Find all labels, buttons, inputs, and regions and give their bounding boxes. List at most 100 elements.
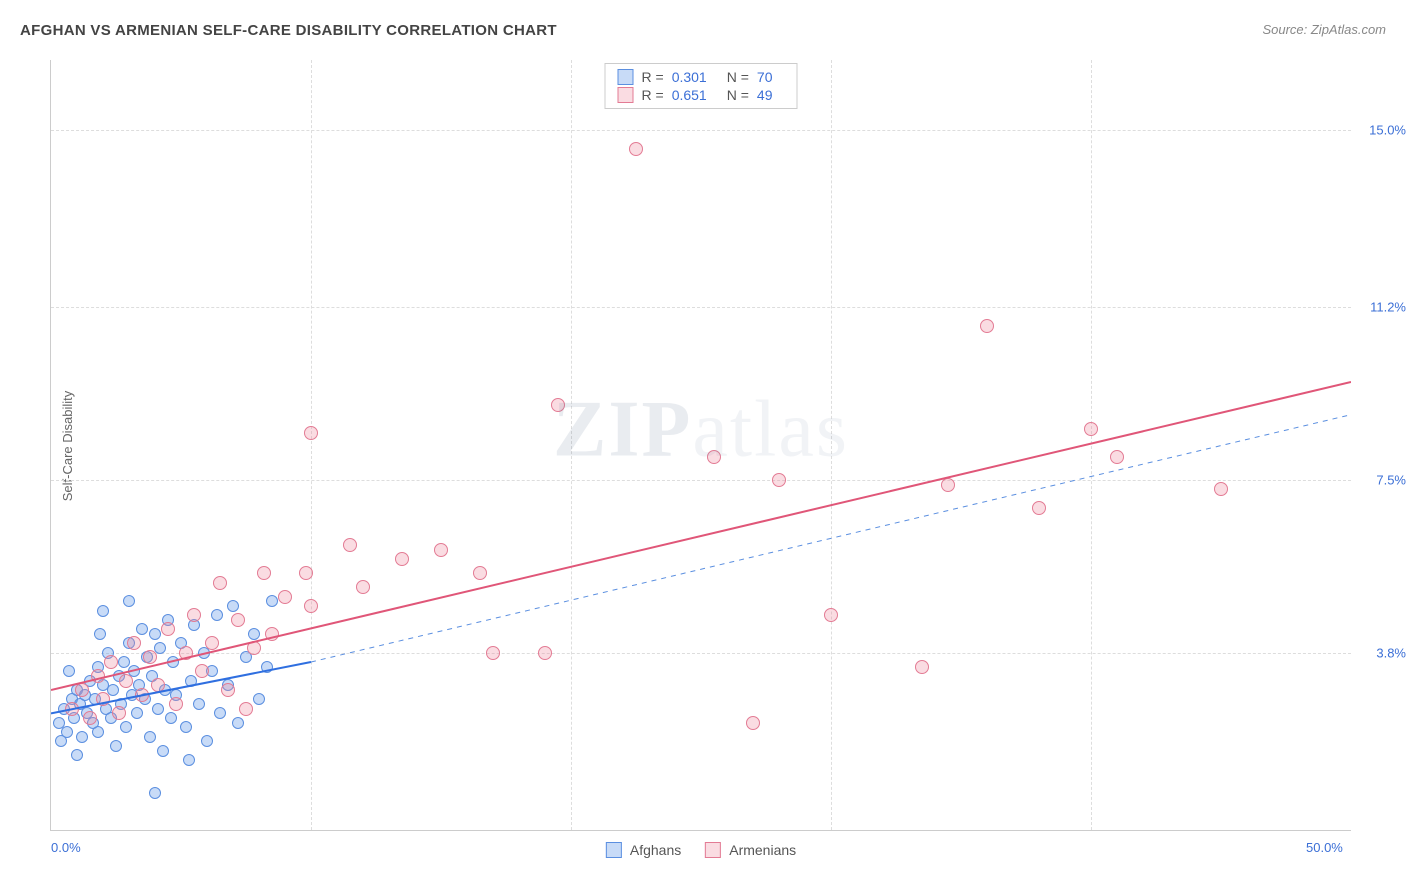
scatter-point xyxy=(231,613,245,627)
scatter-point xyxy=(257,566,271,580)
scatter-point xyxy=(253,693,265,705)
scatter-point xyxy=(824,608,838,622)
gridline-v xyxy=(1091,60,1092,830)
scatter-point xyxy=(76,731,88,743)
scatter-point xyxy=(75,683,89,697)
scatter-point xyxy=(214,707,226,719)
scatter-point xyxy=(473,566,487,580)
scatter-point xyxy=(1214,482,1228,496)
scatter-point xyxy=(304,426,318,440)
scatter-point xyxy=(980,319,994,333)
scatter-point xyxy=(195,664,209,678)
scatter-point xyxy=(63,665,75,677)
scatter-point xyxy=(213,576,227,590)
scatter-point xyxy=(343,538,357,552)
legend-r-value: 0.651 xyxy=(672,87,707,103)
legend-series-item: Armenians xyxy=(705,842,796,858)
scatter-point xyxy=(707,450,721,464)
scatter-point xyxy=(97,605,109,617)
scatter-point xyxy=(136,623,148,635)
scatter-point xyxy=(278,590,292,604)
source-attribution: Source: ZipAtlas.com xyxy=(1262,22,1386,37)
scatter-point xyxy=(110,740,122,752)
scatter-point xyxy=(91,669,105,683)
scatter-point xyxy=(96,692,110,706)
legend-n-value: 49 xyxy=(757,87,773,103)
legend-n-value: 70 xyxy=(757,69,773,85)
scatter-point xyxy=(221,683,235,697)
scatter-point xyxy=(165,712,177,724)
scatter-point xyxy=(248,628,260,640)
scatter-point xyxy=(169,697,183,711)
scatter-point xyxy=(304,599,318,613)
gridline-h xyxy=(51,307,1351,308)
scatter-point xyxy=(119,674,133,688)
scatter-point xyxy=(261,661,273,673)
scatter-point xyxy=(1084,422,1098,436)
chart-title: AFGHAN VS ARMENIAN SELF-CARE DISABILITY … xyxy=(20,22,557,39)
xtick-label: 50.0% xyxy=(1306,840,1343,855)
scatter-point xyxy=(127,636,141,650)
scatter-point xyxy=(154,642,166,654)
legend-swatch xyxy=(618,87,634,103)
scatter-point xyxy=(395,552,409,566)
scatter-point xyxy=(265,627,279,641)
legend-swatch xyxy=(606,842,622,858)
xtick-label: 0.0% xyxy=(51,840,81,855)
scatter-point xyxy=(118,656,130,668)
scatter-point xyxy=(1032,501,1046,515)
legend-correlation-row: R =0.301N =70 xyxy=(618,68,785,86)
legend-series-item: Afghans xyxy=(606,842,681,858)
scatter-point xyxy=(123,595,135,607)
legend-n-label: N = xyxy=(727,87,749,103)
scatter-point xyxy=(149,787,161,799)
scatter-point xyxy=(65,702,79,716)
scatter-point xyxy=(135,688,149,702)
scatter-point xyxy=(183,754,195,766)
gridline-v xyxy=(571,60,572,830)
scatter-point xyxy=(227,600,239,612)
scatter-point xyxy=(211,609,223,621)
scatter-point xyxy=(356,580,370,594)
scatter-point xyxy=(167,656,179,668)
scatter-point xyxy=(71,749,83,761)
legend-r-value: 0.301 xyxy=(672,69,707,85)
legend-series-label: Armenians xyxy=(729,842,796,858)
trend-line xyxy=(51,382,1351,690)
legend-r-label: R = xyxy=(642,87,664,103)
legend-series-label: Afghans xyxy=(630,842,681,858)
scatter-point xyxy=(205,636,219,650)
scatter-point xyxy=(151,678,165,692)
scatter-point xyxy=(551,398,565,412)
scatter-point xyxy=(232,717,244,729)
legend-series: Afghans Armenians xyxy=(606,842,796,858)
watermark: ZIPatlas xyxy=(553,384,849,475)
scatter-point xyxy=(185,675,197,687)
scatter-point xyxy=(915,660,929,674)
gridline-v xyxy=(311,60,312,830)
scatter-point xyxy=(131,707,143,719)
scatter-point xyxy=(152,703,164,715)
scatter-point xyxy=(94,628,106,640)
ytick-label: 15.0% xyxy=(1356,123,1406,138)
scatter-point xyxy=(941,478,955,492)
scatter-point xyxy=(161,622,175,636)
scatter-point xyxy=(201,735,213,747)
scatter-point xyxy=(486,646,500,660)
scatter-point xyxy=(247,641,261,655)
scatter-point xyxy=(746,716,760,730)
scatter-point xyxy=(104,655,118,669)
scatter-point xyxy=(193,698,205,710)
scatter-point xyxy=(157,745,169,757)
scatter-point xyxy=(179,646,193,660)
scatter-point xyxy=(149,628,161,640)
ytick-label: 7.5% xyxy=(1356,473,1406,488)
scatter-point xyxy=(83,711,97,725)
ytick-label: 3.8% xyxy=(1356,645,1406,660)
legend-swatch xyxy=(618,69,634,85)
scatter-point xyxy=(629,142,643,156)
legend-correlation-row: R = 0.651 N = 49 xyxy=(618,86,785,104)
legend-swatch xyxy=(705,842,721,858)
legend-n-label: N = xyxy=(727,69,749,85)
scatter-point xyxy=(120,721,132,733)
